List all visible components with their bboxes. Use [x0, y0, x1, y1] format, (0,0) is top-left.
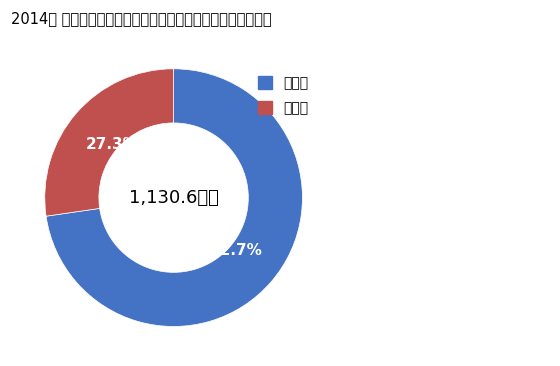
Legend: 卸売業, 小売業: 卸売業, 小売業 — [251, 69, 315, 122]
Text: 1,130.6億円: 1,130.6億円 — [129, 188, 218, 207]
Wedge shape — [45, 69, 174, 216]
Text: 72.7%: 72.7% — [208, 243, 262, 258]
Text: 27.3%: 27.3% — [86, 137, 139, 152]
Wedge shape — [46, 69, 302, 326]
Text: 2014年 商業年間商品販売額にしめる卸売業と小売業のシェア: 2014年 商業年間商品販売額にしめる卸売業と小売業のシェア — [11, 11, 272, 26]
